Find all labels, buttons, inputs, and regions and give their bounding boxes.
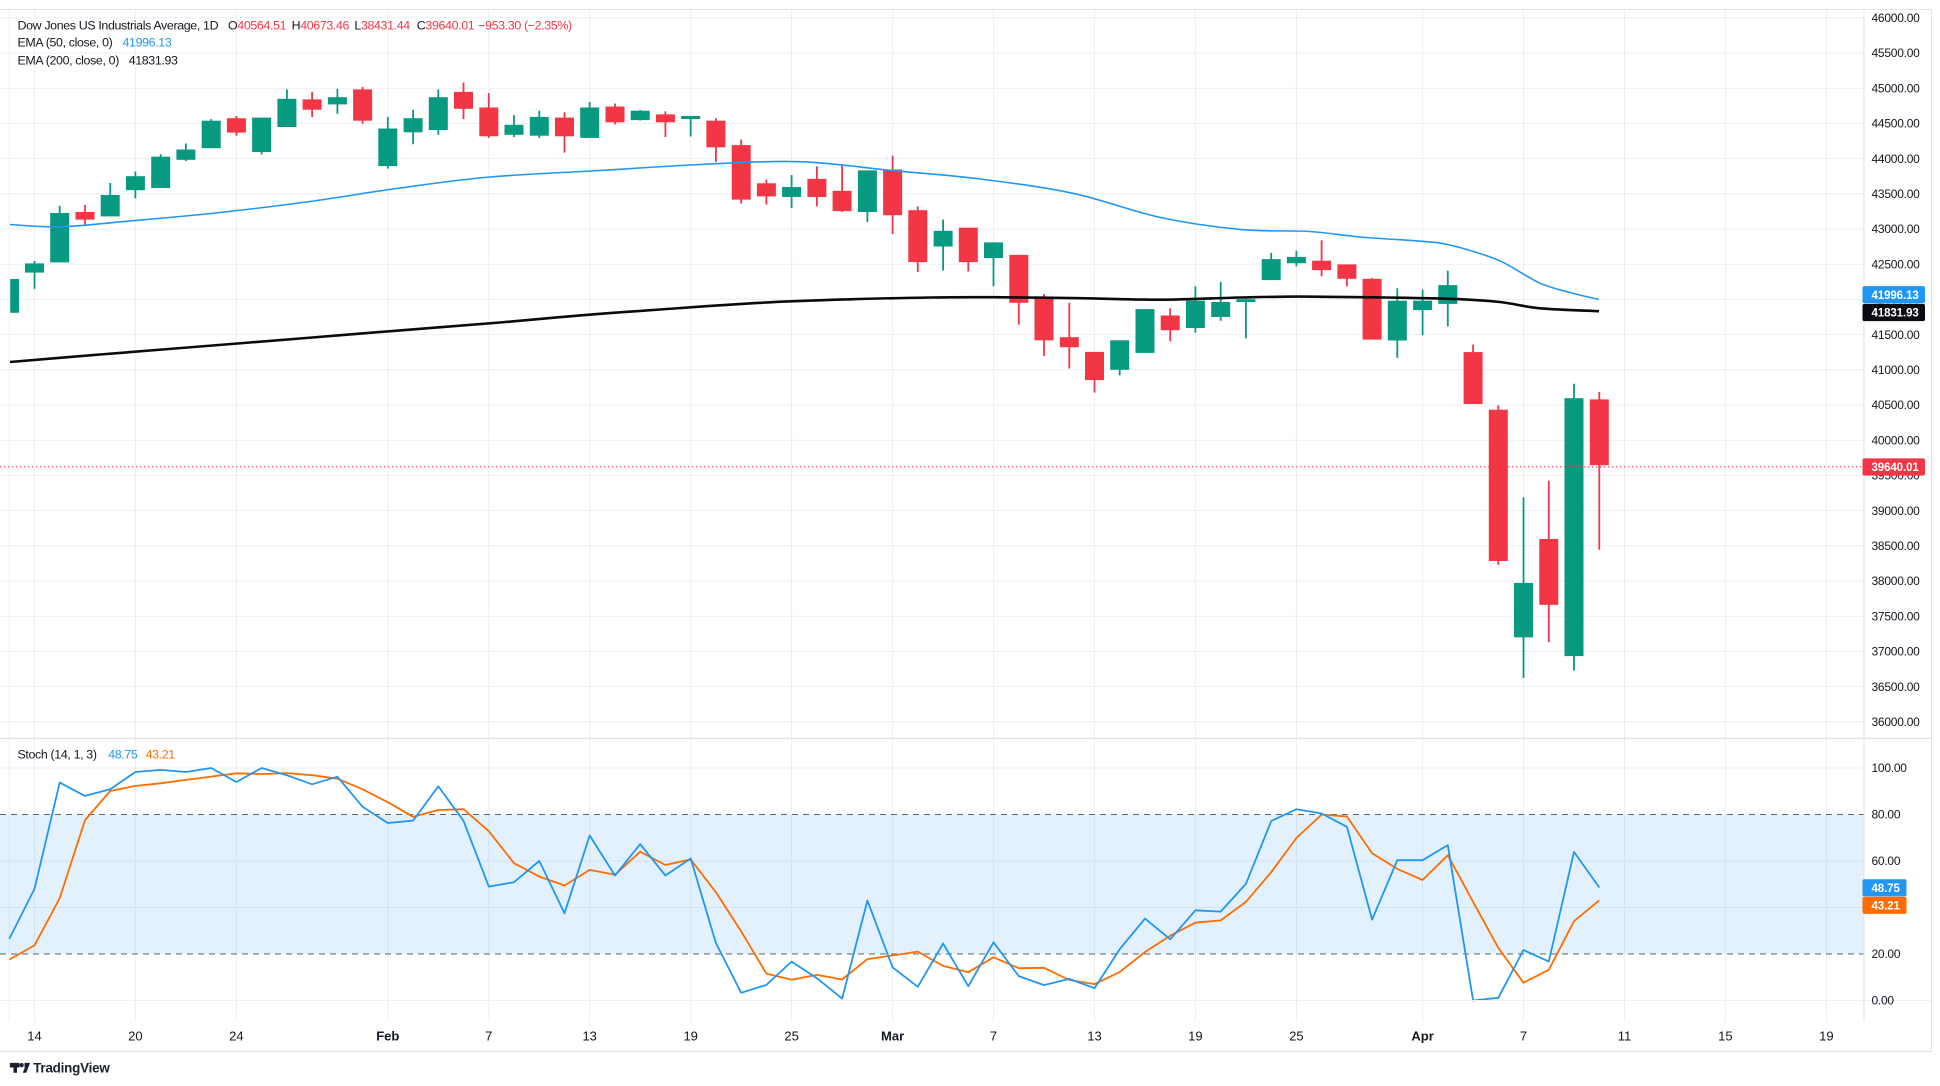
svg-text:7: 7 (990, 1029, 997, 1044)
svg-text:60.00: 60.00 (1872, 854, 1901, 868)
svg-text:7: 7 (485, 1029, 492, 1044)
svg-text:43000.00: 43000.00 (1872, 222, 1921, 236)
svg-text:46000.00: 46000.00 (1872, 11, 1921, 25)
svg-text:14: 14 (27, 1029, 41, 1044)
svg-text:25: 25 (784, 1029, 798, 1044)
svg-text:40000.00: 40000.00 (1872, 433, 1921, 447)
svg-text:EMA (50, close, 0)41996.13: EMA (50, close, 0) 41996.13 (18, 36, 172, 50)
svg-text:Mar: Mar (881, 1029, 904, 1044)
svg-text:38000.00: 38000.00 (1872, 574, 1921, 588)
svg-text:37000.00: 37000.00 (1872, 645, 1921, 659)
svg-text:25: 25 (1289, 1029, 1303, 1044)
svg-text:Dow Jones US Industrials Avera: Dow Jones US Industrials Average, 1D O405… (18, 18, 573, 32)
svg-text:41500.00: 41500.00 (1872, 328, 1921, 342)
svg-text:11: 11 (1618, 1029, 1632, 1044)
svg-text:80.00: 80.00 (1872, 808, 1901, 822)
svg-text:39640.01: 39640.01 (1872, 462, 1920, 474)
svg-text:45000.00: 45000.00 (1872, 81, 1921, 95)
svg-text:43.21: 43.21 (1872, 901, 1901, 913)
svg-text:43500.00: 43500.00 (1872, 187, 1921, 201)
svg-text:44500.00: 44500.00 (1872, 117, 1921, 131)
svg-text:Apr: Apr (1411, 1029, 1433, 1044)
svg-text:40500.00: 40500.00 (1872, 398, 1921, 412)
svg-text:7: 7 (1520, 1029, 1527, 1044)
svg-text:36500.00: 36500.00 (1872, 680, 1921, 694)
svg-text:13: 13 (1087, 1029, 1101, 1044)
svg-text:39000.00: 39000.00 (1872, 504, 1921, 518)
svg-text:45500.00: 45500.00 (1872, 46, 1921, 60)
svg-text:19: 19 (1188, 1029, 1202, 1044)
svg-text:37500.00: 37500.00 (1872, 609, 1921, 623)
svg-text:42500.00: 42500.00 (1872, 257, 1921, 271)
svg-text:20: 20 (128, 1029, 142, 1044)
svg-text:24: 24 (229, 1029, 243, 1044)
svg-text:41996.13: 41996.13 (1872, 290, 1919, 302)
svg-text:100.00: 100.00 (1872, 761, 1908, 775)
svg-text:19: 19 (683, 1029, 697, 1044)
svg-text:44000.00: 44000.00 (1872, 152, 1921, 166)
svg-text:41000.00: 41000.00 (1872, 363, 1921, 377)
svg-text:20.00: 20.00 (1872, 947, 1901, 961)
svg-text:36000.00: 36000.00 (1872, 715, 1921, 729)
svg-text:13: 13 (582, 1029, 596, 1044)
svg-text:38500.00: 38500.00 (1872, 539, 1921, 553)
svg-text:EMA (200, close, 0)41831.93: EMA (200, close, 0) 41831.93 (18, 53, 179, 67)
svg-text:Feb: Feb (376, 1029, 399, 1044)
svg-text:0.00: 0.00 (1872, 994, 1895, 1008)
svg-text:41831.93: 41831.93 (1872, 308, 1919, 320)
svg-text:TradingView: TradingView (33, 1060, 110, 1075)
svg-text:15: 15 (1718, 1029, 1732, 1044)
svg-text:19: 19 (1819, 1029, 1833, 1044)
svg-text:48.75: 48.75 (1872, 883, 1901, 895)
